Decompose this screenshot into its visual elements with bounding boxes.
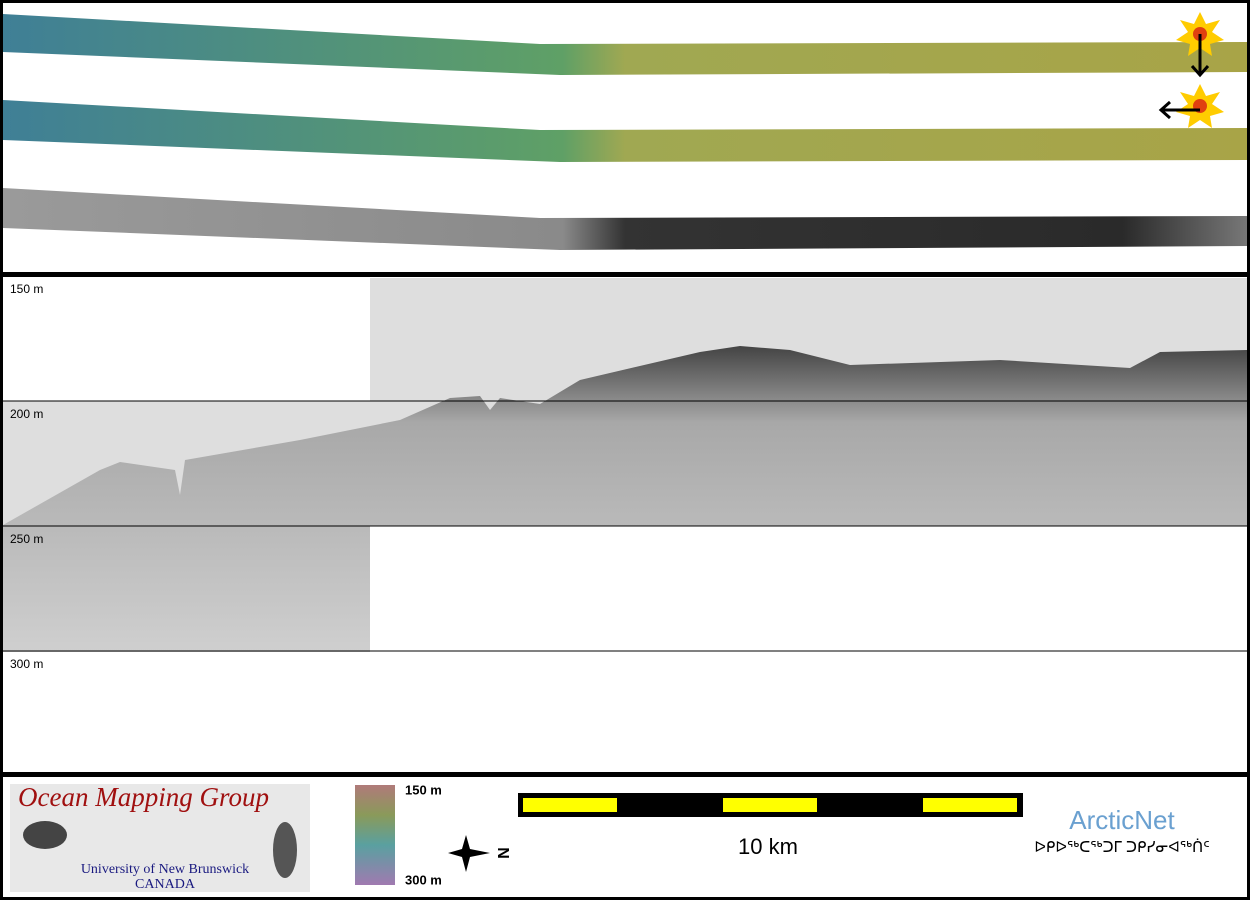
swath-backscatter	[3, 188, 1247, 250]
swath-bathymetry	[3, 100, 1247, 162]
depth-label: 200 m	[10, 407, 43, 421]
scale-bar-segment	[923, 798, 1017, 812]
divider	[0, 272, 1250, 277]
logo-shape	[273, 822, 297, 878]
depth-label: 150 m	[10, 282, 43, 296]
logo-shape	[23, 821, 67, 849]
partner-name: ArcticNet	[1069, 805, 1175, 835]
partner-syllabics: ᐅᑭᐅᖅᑕᖅᑐᒥ ᑐᑭᓯᓂᐊᖅᑏᑦ	[1034, 838, 1209, 856]
swath-bathymetry	[3, 14, 1247, 75]
scale-bar-segment	[523, 798, 617, 812]
country: CANADA	[135, 877, 196, 892]
depth-label: 250 m	[10, 532, 43, 546]
colorbar-label: 300 m	[405, 872, 442, 887]
group-title: Ocean Mapping Group	[18, 782, 269, 812]
sun-icon	[1158, 12, 1224, 128]
seabed	[3, 346, 1247, 652]
north-label: N	[494, 847, 511, 859]
depth-label: 300 m	[10, 657, 43, 671]
divider	[0, 772, 1250, 777]
compass	[448, 835, 490, 872]
scale-bar-segment	[723, 798, 817, 812]
colorbar	[355, 785, 395, 885]
depth-lines	[3, 400, 1247, 652]
scale-label: 10 km	[738, 834, 798, 859]
colorbar-label: 150 m	[405, 782, 442, 797]
university: University of New Brunswick	[81, 862, 249, 877]
